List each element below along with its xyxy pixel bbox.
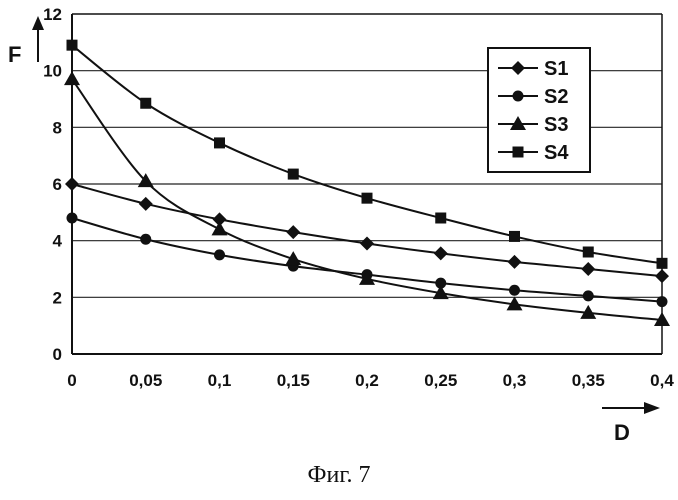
figure-caption: Фиг. 7 xyxy=(0,462,678,489)
x-tick-label: 0,35 xyxy=(572,371,605,390)
legend: S1 S2 S3 S4 xyxy=(488,48,590,172)
data-point-s1 xyxy=(508,255,522,269)
legend-label-s1: S1 xyxy=(544,58,568,80)
data-point-s1 xyxy=(139,197,153,211)
x-tick-label: 0,05 xyxy=(129,371,162,390)
x-tick-label: 0,15 xyxy=(277,371,310,390)
x-arrow-head-icon xyxy=(644,402,660,414)
y-tick-label: 4 xyxy=(53,232,63,251)
data-point-s4 xyxy=(67,40,78,51)
x-axis-label: D xyxy=(614,420,630,445)
y-tick-labels: 0 2 4 6 8 10 12 xyxy=(43,5,62,364)
y-tick-label: 6 xyxy=(53,175,62,194)
data-point-s2 xyxy=(214,249,225,260)
x-tick-label: 0,2 xyxy=(355,371,379,390)
data-point-s3 xyxy=(64,71,80,85)
data-point-s1 xyxy=(286,225,300,239)
data-point-s4 xyxy=(288,169,299,180)
data-point-s1 xyxy=(360,237,374,251)
data-point-s2 xyxy=(583,290,594,301)
data-point-s1 xyxy=(581,262,595,276)
data-point-s4 xyxy=(509,231,520,242)
y-tick-label: 10 xyxy=(43,62,62,81)
data-point-s4 xyxy=(214,137,225,148)
data-point-s2 xyxy=(67,213,78,224)
x-tick-label: 0,3 xyxy=(503,371,527,390)
series-line-s2 xyxy=(72,218,662,302)
x-tick-label: 0 xyxy=(67,371,76,390)
data-point-s4 xyxy=(583,247,594,258)
data-point-s4 xyxy=(362,193,373,204)
y-tick-label: 8 xyxy=(53,118,62,137)
x-tick-labels: 0 0,05 0,1 0,15 0,2 0,25 0,3 0,35 0,4 xyxy=(67,371,674,390)
y-axis-label: F xyxy=(8,42,21,67)
data-point-s1 xyxy=(434,246,448,260)
y-tick-label: 12 xyxy=(43,5,62,24)
data-point-s2 xyxy=(657,296,668,307)
data-point-s1 xyxy=(65,177,79,191)
x-tick-label: 0,1 xyxy=(208,371,232,390)
y-tick-label: 2 xyxy=(53,288,62,307)
y-tick-label: 0 xyxy=(53,345,62,364)
legend-label-s4: S4 xyxy=(544,142,569,164)
x-tick-label: 0,25 xyxy=(424,371,457,390)
legend-marker-s4 xyxy=(513,147,524,158)
data-point-s1 xyxy=(655,269,669,283)
data-point-s3 xyxy=(212,221,228,235)
data-point-s2 xyxy=(509,285,520,296)
x-tick-label: 0,4 xyxy=(650,371,674,390)
legend-box xyxy=(488,48,590,172)
data-point-s4 xyxy=(657,258,668,269)
data-point-s4 xyxy=(435,213,446,224)
data-point-s2 xyxy=(140,234,151,245)
legend-label-s3: S3 xyxy=(544,114,568,136)
legend-marker-s2 xyxy=(513,91,524,102)
data-point-s4 xyxy=(140,98,151,109)
legend-label-s2: S2 xyxy=(544,86,568,108)
